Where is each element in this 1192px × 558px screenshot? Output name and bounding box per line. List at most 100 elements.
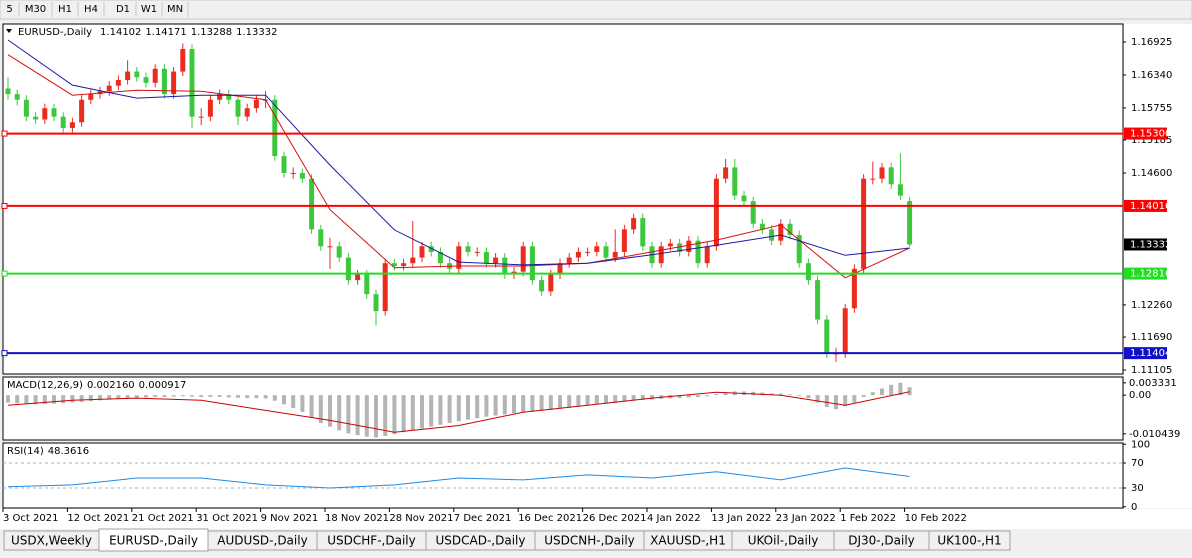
rsi-title: RSI(14) <box>7 446 44 457</box>
macd-bar <box>585 395 590 406</box>
timeframe-button[interactable]: D1 <box>116 4 130 15</box>
tab[interactable]: UK100-,H1 <box>928 530 1011 551</box>
candle-body <box>88 94 94 100</box>
tab[interactable]: USDX,Weekly <box>3 530 100 551</box>
y-tick-label: 1.12260 <box>1131 300 1172 311</box>
timeframe-button[interactable]: 5 <box>6 4 12 15</box>
macd-bar <box>153 395 158 398</box>
candle-body <box>60 116 66 128</box>
macd-bar <box>539 395 544 411</box>
tab[interactable]: AUDUSD-,Daily <box>207 530 318 551</box>
candle-body <box>879 167 885 179</box>
y-tick-label: 1.15755 <box>1131 103 1172 114</box>
tab[interactable]: DJ30-,Daily <box>833 530 930 551</box>
tab-label[interactable]: XAUUSD-,H1 <box>650 534 726 548</box>
tab[interactable]: USDCNH-,Daily <box>534 530 645 551</box>
candle-body <box>631 218 637 230</box>
y-tick-label: 1.11690 <box>1131 332 1172 343</box>
chart-header: EURUSD-,Daily 1.14102 1.14171 1.13288 1.1333… <box>18 27 277 38</box>
macd-bar <box>236 395 240 398</box>
candle-body <box>152 68 158 83</box>
macd-bar <box>125 395 130 399</box>
tab[interactable]: UKOil-,Daily <box>731 530 835 551</box>
macd-bar <box>594 395 599 405</box>
macd-bar <box>190 395 194 397</box>
tab[interactable]: USDCAD-,Daily <box>425 530 536 551</box>
tab-label[interactable]: UK100-,H1 <box>937 534 1001 548</box>
macd-bar <box>815 395 820 403</box>
candle-body <box>309 178 315 230</box>
timeframe-button[interactable]: W1 <box>141 4 157 15</box>
candle-body <box>465 246 471 252</box>
macd-bar <box>116 395 121 399</box>
candle-body <box>483 251 489 264</box>
macd-bar <box>493 395 498 416</box>
moving-average <box>7 54 910 279</box>
macd-bar <box>567 395 572 408</box>
tab-label[interactable]: USDCNH-,Daily <box>544 534 635 548</box>
macd-bar <box>134 395 139 398</box>
candle-body <box>750 201 756 224</box>
macd-bar <box>355 395 360 436</box>
tab-label[interactable]: DJ30-,Daily <box>848 534 915 548</box>
tab[interactable]: EURUSD-,Daily <box>98 528 209 552</box>
candle-body <box>5 88 11 95</box>
macd-bar <box>383 395 388 436</box>
tab[interactable]: USDCHF-,Daily <box>316 530 427 551</box>
timeframe-button[interactable]: H4 <box>84 4 98 15</box>
candle-body <box>382 263 388 312</box>
candle-body <box>106 85 112 92</box>
y-tick-label: 1.15185 <box>1131 135 1172 146</box>
x-tick-label: 26 Dec 2021 <box>583 513 647 524</box>
macd-bar <box>604 395 608 404</box>
candle-body <box>741 195 747 202</box>
candle-body <box>281 156 287 174</box>
candle-body <box>272 99 278 157</box>
tab-label[interactable]: AUDUSD-,Daily <box>217 534 307 548</box>
timeframe-button[interactable]: MN <box>167 4 183 15</box>
collapse-icon[interactable] <box>6 29 12 33</box>
candle-body <box>401 263 407 267</box>
macd-bar <box>98 395 102 401</box>
candle-body <box>815 280 821 320</box>
rsi-tick-label: 0 <box>1131 502 1137 513</box>
timeframe-button[interactable]: H1 <box>58 4 72 15</box>
candle-body <box>437 251 443 264</box>
macd-bar <box>456 395 461 422</box>
tab-label[interactable]: UKOil-,Daily <box>748 534 819 548</box>
candle-body <box>419 246 425 258</box>
macd-tick-label: 0.00 <box>1129 390 1151 401</box>
macd-bar <box>263 395 268 399</box>
macd-tick-label: 0.003331 <box>1129 378 1177 389</box>
macd-bar <box>346 395 351 434</box>
timeframe-button[interactable]: M30 <box>25 4 46 15</box>
candle-body <box>704 246 710 264</box>
x-tick-label: 1 Feb 2022 <box>840 513 896 524</box>
macd-bar <box>309 395 314 418</box>
macd-bar <box>107 395 112 400</box>
tab[interactable]: XAUUSD-,H1 <box>643 530 733 551</box>
candle-body <box>612 251 618 258</box>
level-label: 1.12816 <box>1130 269 1171 280</box>
candle-body <box>640 218 646 247</box>
tab-label[interactable]: USDCHF-,Daily <box>327 534 415 548</box>
candle-body <box>456 246 462 269</box>
tab-label[interactable]: USDCAD-,Daily <box>436 534 526 548</box>
x-tick-label: 4 Jan 2022 <box>647 513 701 524</box>
macd-bar <box>33 395 38 405</box>
tab-label[interactable]: USDX,Weekly <box>11 534 92 548</box>
macd-bar <box>769 393 774 396</box>
y-tick-label: 1.14600 <box>1131 168 1172 179</box>
candle-body <box>759 223 765 230</box>
candle-body <box>299 173 305 179</box>
macd-bar <box>686 395 691 398</box>
y-tick-label: 1.11105 <box>1131 365 1172 376</box>
candle-body <box>189 49 195 117</box>
tab-label[interactable]: EURUSD-,Daily <box>109 534 198 548</box>
candle-body <box>134 71 140 78</box>
candle-body <box>373 294 379 312</box>
candle-body <box>410 257 416 264</box>
candle-body <box>594 246 600 252</box>
macd-bar <box>337 395 342 431</box>
